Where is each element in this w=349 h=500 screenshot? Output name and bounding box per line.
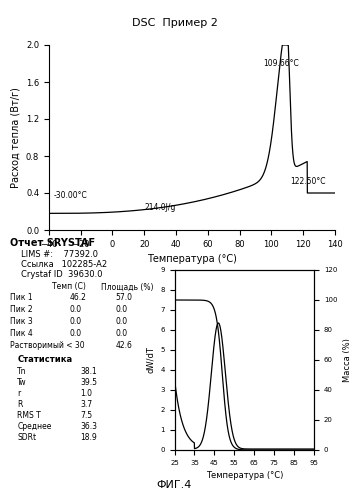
- Text: Пик 1: Пик 1: [10, 292, 33, 302]
- Y-axis label: Масса (%): Масса (%): [343, 338, 349, 382]
- Text: 0.0: 0.0: [115, 304, 127, 314]
- Text: 1.0: 1.0: [80, 389, 92, 398]
- Text: Пик 2: Пик 2: [10, 304, 33, 314]
- Text: ФИГ.4: ФИГ.4: [157, 480, 192, 490]
- Text: 36.3: 36.3: [80, 422, 97, 431]
- Text: 0.0: 0.0: [70, 328, 82, 338]
- Text: Tn: Tn: [17, 367, 27, 376]
- X-axis label: Температура (°C): Температура (°C): [206, 472, 283, 480]
- Text: 3.7: 3.7: [80, 400, 92, 409]
- Text: Пик 3: Пик 3: [10, 316, 33, 326]
- Text: 38.1: 38.1: [80, 367, 97, 376]
- Text: 39.5: 39.5: [80, 378, 97, 387]
- Text: 0.0: 0.0: [70, 304, 82, 314]
- Text: Статистика: Статистика: [17, 355, 73, 364]
- Text: LIMS #:    77392.0: LIMS #: 77392.0: [21, 250, 98, 259]
- Text: Пик 4: Пик 4: [10, 328, 33, 338]
- Text: 0.0: 0.0: [115, 316, 127, 326]
- Y-axis label: Расход тепла (Вт/г): Расход тепла (Вт/г): [10, 87, 20, 188]
- Y-axis label: dW/dT: dW/dT: [146, 346, 155, 374]
- Text: Crystaf ID  39630.0: Crystaf ID 39630.0: [21, 270, 103, 279]
- Text: 57.0: 57.0: [115, 292, 132, 302]
- Text: SDRt: SDRt: [17, 433, 37, 442]
- Text: 18.9: 18.9: [80, 433, 97, 442]
- Text: 42.6: 42.6: [115, 340, 132, 349]
- Text: r: r: [17, 389, 21, 398]
- X-axis label: Температура (°C): Температура (°C): [147, 254, 237, 264]
- Text: 46.2: 46.2: [70, 292, 87, 302]
- Text: 0.0: 0.0: [70, 316, 82, 326]
- Text: -30.00°C: -30.00°C: [54, 192, 87, 200]
- Text: Tw: Tw: [17, 378, 27, 387]
- Text: Отчет SRYSTAF: Отчет SRYSTAF: [10, 238, 96, 248]
- Text: 0.0: 0.0: [115, 328, 127, 338]
- Text: Ссылка   102285-A2: Ссылка 102285-A2: [21, 260, 107, 269]
- Text: Среднее: Среднее: [17, 422, 52, 431]
- Text: Растворимый < 30: Растворимый < 30: [10, 340, 85, 349]
- Text: 122.50°C: 122.50°C: [290, 176, 326, 186]
- Text: Площадь (%): Площадь (%): [101, 282, 154, 292]
- Text: RMS T: RMS T: [17, 411, 41, 420]
- Text: DSC  Пример 2: DSC Пример 2: [132, 18, 217, 28]
- Text: 7.5: 7.5: [80, 411, 92, 420]
- Text: R: R: [17, 400, 23, 409]
- Text: 214.0J/g: 214.0J/g: [144, 202, 176, 211]
- Text: 109.66°C: 109.66°C: [263, 59, 299, 68]
- Text: Темп (С): Темп (С): [52, 282, 86, 292]
